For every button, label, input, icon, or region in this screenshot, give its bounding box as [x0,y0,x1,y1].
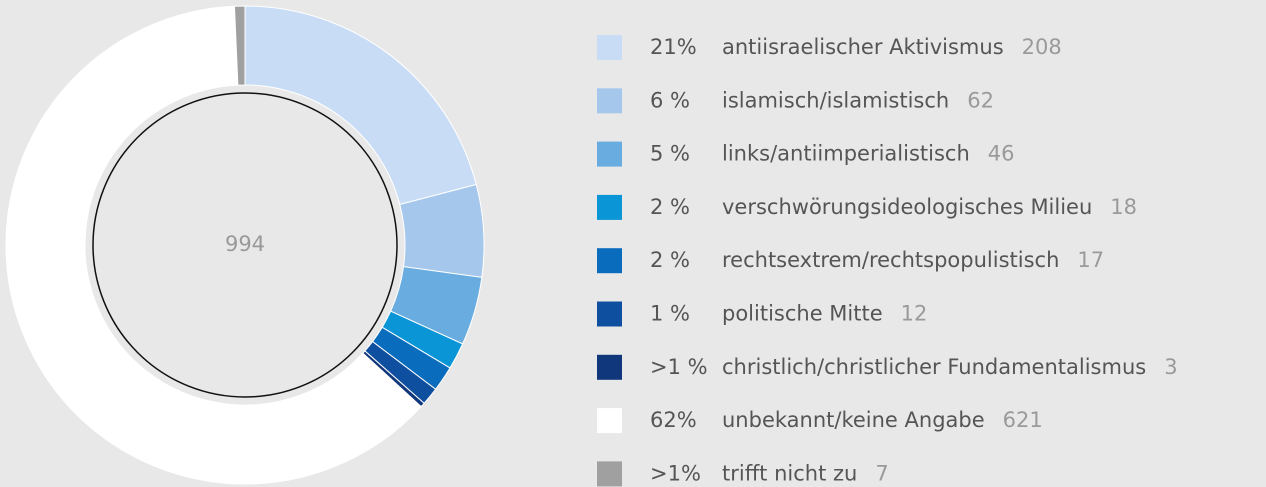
legend-count: 7 [875,461,888,485]
inner-circle [92,92,398,398]
legend-label: christlich/christlicher Fundamentalismus [722,355,1146,379]
legend-count: 62 [967,88,994,112]
legend-percent: >1% [650,461,701,485]
legend-swatch [597,35,622,60]
legend-swatch [597,408,622,434]
legend-percent: 21% [650,35,697,59]
legend-percent: 62% [650,408,697,432]
legend-count: 18 [1110,195,1137,219]
legend-swatch [597,461,622,487]
legend-count: 3 [1164,355,1177,379]
legend-percent: 1 % [650,302,690,326]
legend-label: verschwörungsideologisches Milieu [722,195,1092,219]
legend-label: rechtsextrem/rechtspopulistisch [722,248,1059,272]
legend-label: islamisch/islamistisch [722,88,949,112]
legend-label: links/antiimperialistisch [722,142,970,166]
donut-segment [5,5,422,485]
legend-swatch [597,248,622,274]
donut-segment [244,5,477,206]
total-label: 994 [225,232,265,256]
legend-count: 17 [1077,248,1104,272]
legend-percent: 2 % [650,248,690,272]
legend-count: 46 [988,142,1015,166]
legend-label: unbekannt/keine Angabe [722,408,985,432]
legend-percent: 6 % [650,88,690,112]
legend-swatch [597,194,622,220]
legend-count: 621 [1003,408,1043,432]
legend-percent: >1 % [650,355,708,379]
legend-label: antiisraelischer Aktivismus [722,35,1004,59]
legend-count: 12 [901,302,928,326]
legend-swatch [597,141,622,167]
legend-label: politische Mitte [722,302,883,326]
legend-label: trifft nicht zu [722,461,857,485]
legend-swatch [597,301,622,327]
legend-count: 208 [1022,35,1062,59]
legend-swatch [597,354,622,380]
legend-swatch [597,88,622,114]
donut-segment [233,5,246,86]
legend-percent: 2 % [650,195,690,219]
legend-percent: 5 % [650,142,690,166]
